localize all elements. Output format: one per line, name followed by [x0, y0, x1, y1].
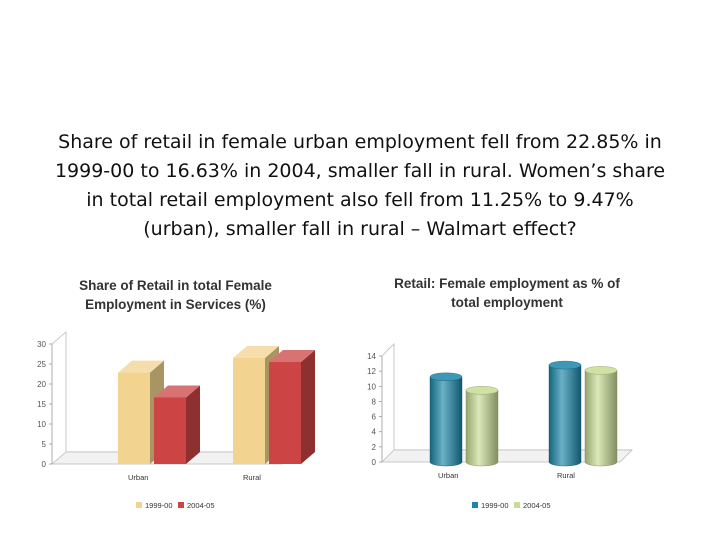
- chart2-legend-label: 2004-05: [523, 501, 551, 510]
- headline-line-2: 1999-00 to 16.63% in 2004, smaller fall …: [54, 160, 666, 182]
- chart1-legend-swatch: [178, 502, 184, 508]
- headline-line-1: Share of retail in female urban employme…: [58, 131, 662, 153]
- chart2-category-label: Rural: [557, 471, 575, 480]
- chart2-y-tick-label: 8: [372, 397, 377, 406]
- chart1-legend-swatch: [136, 502, 142, 508]
- chart1-title-line-1: Share of Retail in total Female: [79, 278, 272, 293]
- chart1-y-tick-label: 10: [37, 420, 46, 429]
- chart2-title: Retail: Female employment as % of total …: [362, 274, 652, 312]
- chart2-y-tick-label: 10: [367, 382, 376, 391]
- chart2-title-line-1: Retail: Female employment as % of: [394, 276, 620, 291]
- chart2-title-line-2: total employment: [451, 295, 563, 310]
- headline-line-3: in total retail employment also fell fro…: [86, 189, 634, 211]
- chart2-y-tick-label: 4: [372, 428, 377, 437]
- chart2-legend-swatch: [472, 502, 478, 508]
- chart2-bar-urban-1999-00: [429, 372, 463, 467]
- headline-text: Share of retail in female urban employme…: [0, 128, 720, 244]
- chart2-y-tick-label: 0: [372, 458, 377, 467]
- chart2-y-tick-label: 12: [367, 367, 376, 376]
- chart2-y-tick-label: 6: [372, 413, 377, 422]
- chart2-bar-urban-2004-05: [465, 386, 499, 467]
- chart2-bar-rural-2004-05: [584, 366, 618, 467]
- chart1-title-line-2: Employment in Services (%): [85, 297, 266, 312]
- chart1-bar-rural-2004-05: [269, 350, 315, 464]
- headline-line-4: (urban), smaller fall in rural – Walmart…: [143, 218, 577, 240]
- chart2-y-tick-label: 14: [367, 352, 376, 361]
- chart1-y-tick-label: 25: [37, 360, 46, 369]
- retail-share-services-chart: Share of Retail in total Female Employme…: [30, 266, 330, 540]
- chart2-legend-swatch: [514, 502, 520, 508]
- chart1-plot: 0 5 10 15 20 25 30 Urban Rural 1999-00 2004-05: [37, 331, 315, 510]
- chart1-y-tick-label: 5: [42, 440, 47, 449]
- chart2-y-tick-label: 2: [372, 443, 377, 452]
- chart1-y-tick-label: 0: [42, 460, 47, 469]
- chart1-category-label: Urban: [128, 473, 148, 482]
- chart1-category-label: Rural: [243, 473, 261, 482]
- chart1-legend-label: 1999-00: [145, 501, 173, 510]
- chart1-y-tick-label: 15: [37, 400, 46, 409]
- retail-female-employment-chart: Retail: Female employment as % of total …: [352, 266, 662, 540]
- chart2-legend-label: 1999-00: [481, 501, 509, 510]
- chart2-bar-rural-1999-00: [548, 360, 582, 467]
- chart1-y-tick-label: 20: [37, 380, 46, 389]
- chart1-y-tick-label: 30: [37, 340, 46, 349]
- chart1-legend-label: 2004-05: [187, 501, 215, 510]
- chart1-bar-urban-2004-05: [154, 385, 200, 464]
- chart2-plot: 0 2 4 6 8 10 12 14 Urban Rural 1999-00 2004-05: [367, 343, 633, 510]
- chart2-category-label: Urban: [438, 471, 458, 480]
- chart1-title: Share of Retail in total Female Employme…: [48, 276, 303, 314]
